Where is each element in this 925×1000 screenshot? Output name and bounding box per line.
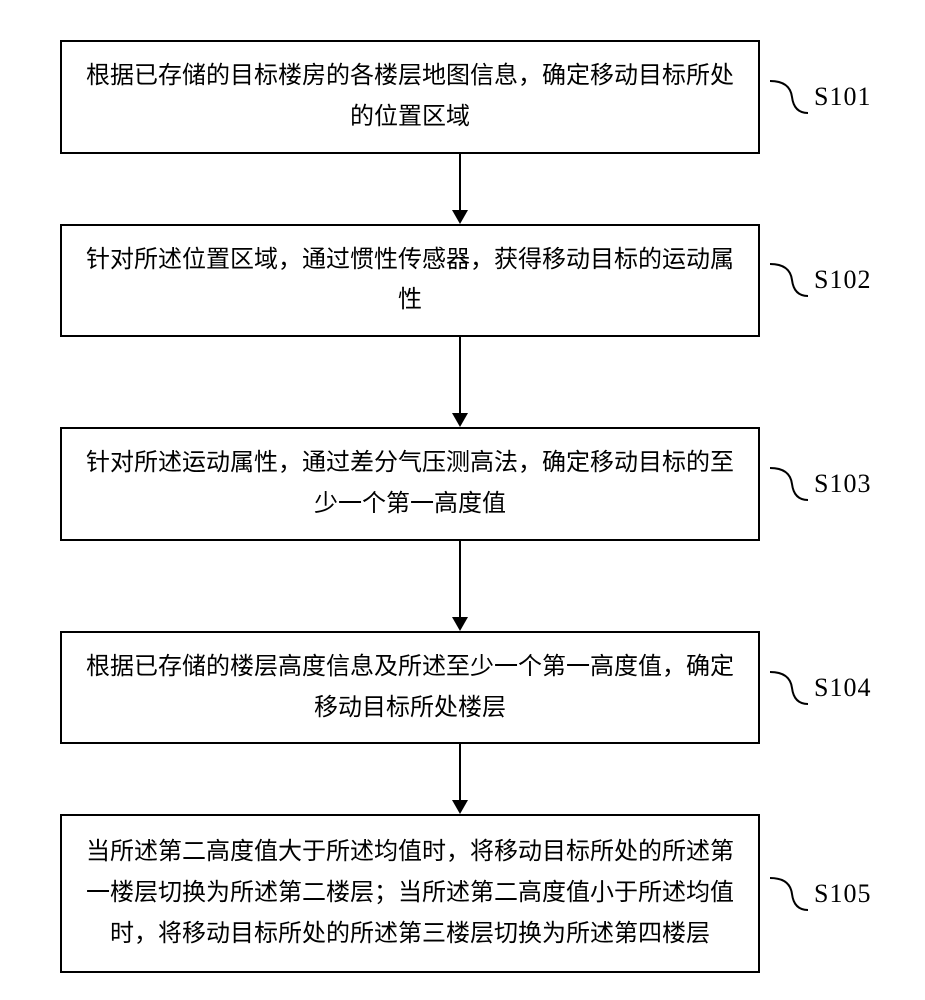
curve-icon <box>770 256 808 304</box>
step-text: 针对所述位置区域，通过惯性传感器，获得移动目标的运动属性 <box>86 247 734 314</box>
step-label: S102 <box>814 265 871 295</box>
step-box-s105: 当所述第二高度值大于所述均值时，将移动目标所处的所述第一楼层切换为所述第二楼层；… <box>60 814 760 972</box>
label-connector-s104: S104 <box>770 664 871 712</box>
arrow-2-3 <box>110 337 810 427</box>
arrow-down-icon <box>448 541 472 631</box>
label-connector-s102: S102 <box>770 256 871 304</box>
step-row-5: 当所述第二高度值大于所述均值时，将移动目标所处的所述第一楼层切换为所述第二楼层；… <box>60 814 860 972</box>
arrow-down-icon <box>448 744 472 814</box>
flowchart-container: 根据已存储的目标楼房的各楼层地图信息，确定移动目标所处的位置区域 S101 针对… <box>60 40 860 973</box>
step-row-3: 针对所述运动属性，通过差分气压测高法，确定移动目标的至少一个第一高度值 S103 <box>60 427 860 541</box>
step-text: 当所述第二高度值大于所述均值时，将移动目标所处的所述第一楼层切换为所述第二楼层；… <box>86 839 734 947</box>
label-connector-s105: S105 <box>770 870 871 918</box>
step-box-s104: 根据已存储的楼层高度信息及所述至少一个第一高度值，确定移动目标所处楼层 <box>60 631 760 745</box>
step-text: 根据已存储的楼层高度信息及所述至少一个第一高度值，确定移动目标所处楼层 <box>86 654 734 721</box>
step-label: S104 <box>814 673 871 703</box>
label-connector-s103: S103 <box>770 460 871 508</box>
step-row-4: 根据已存储的楼层高度信息及所述至少一个第一高度值，确定移动目标所处楼层 S104 <box>60 631 860 745</box>
label-connector-s101: S101 <box>770 73 871 121</box>
curve-icon <box>770 73 808 121</box>
step-label: S103 <box>814 469 871 499</box>
step-label: S105 <box>814 879 871 909</box>
step-text: 根据已存储的目标楼房的各楼层地图信息，确定移动目标所处的位置区域 <box>86 63 734 130</box>
step-row-2: 针对所述位置区域，通过惯性传感器，获得移动目标的运动属性 S102 <box>60 224 860 338</box>
step-box-s102: 针对所述位置区域，通过惯性传感器，获得移动目标的运动属性 <box>60 224 760 338</box>
arrow-4-5 <box>110 744 810 814</box>
arrow-down-icon <box>448 154 472 224</box>
step-box-s103: 针对所述运动属性，通过差分气压测高法，确定移动目标的至少一个第一高度值 <box>60 427 760 541</box>
step-text: 针对所述运动属性，通过差分气压测高法，确定移动目标的至少一个第一高度值 <box>86 450 734 517</box>
step-box-s101: 根据已存储的目标楼房的各楼层地图信息，确定移动目标所处的位置区域 <box>60 40 760 154</box>
curve-icon <box>770 664 808 712</box>
curve-icon <box>770 460 808 508</box>
arrow-down-icon <box>448 337 472 427</box>
arrow-1-2 <box>110 154 810 224</box>
step-label: S101 <box>814 82 871 112</box>
curve-icon <box>770 870 808 918</box>
arrow-3-4 <box>110 541 810 631</box>
step-row-1: 根据已存储的目标楼房的各楼层地图信息，确定移动目标所处的位置区域 S101 <box>60 40 860 154</box>
